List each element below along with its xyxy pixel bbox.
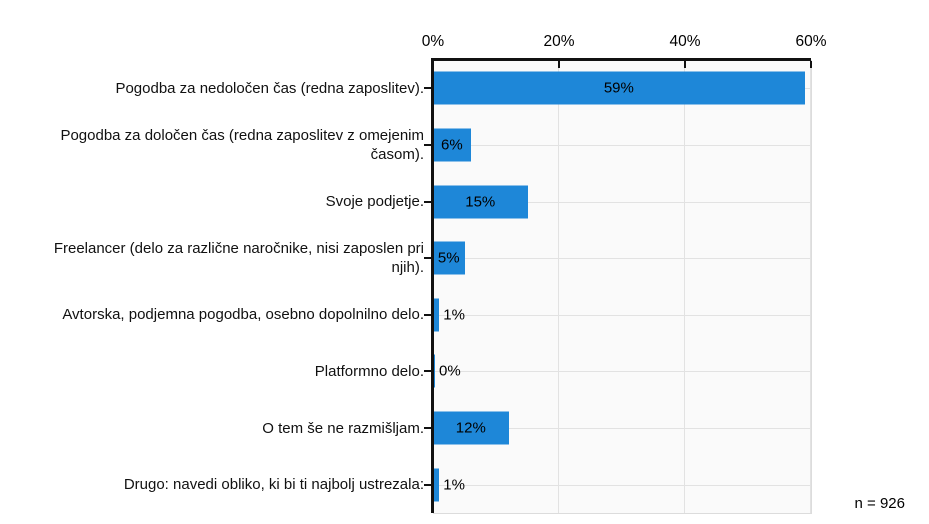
y-axis-tick [424,313,431,316]
sample-size-note: n = 926 [854,495,905,512]
bar [433,298,440,332]
bar [433,468,440,502]
bar-row: 1% [433,287,811,344]
gridline-horizontal [433,144,811,146]
y-axis-line [431,58,434,513]
gridline-horizontal [433,258,811,260]
bar-value-label: 0% [439,362,461,380]
gridline-horizontal [433,484,811,486]
x-axis-tick-label: 40% [669,33,701,50]
y-axis-tick [424,143,431,146]
category-label: Drugo: navedi obliko, ki bi ti najbolj u… [123,476,424,494]
gridline-vertical [558,60,559,513]
bar-row: 1% [433,456,811,513]
x-axis-tick [810,61,812,68]
category-label: Freelancer (delo za različne naročnike, … [53,240,424,277]
plot-area: 59% 6% 15% 5% 1% 0% 12% 1% [433,60,812,514]
bar-row: 6% [433,117,811,174]
bar-value-label: 6% [441,136,463,154]
gridline-horizontal [433,201,811,203]
x-axis-tick [558,61,560,68]
bar-value-label: 15% [465,193,496,211]
bar [433,354,435,388]
y-axis-tick [424,257,431,260]
x-axis-tick [432,61,434,68]
category-label: Pogodba za določen čas (redna zaposlitev… [60,126,424,163]
bar-value-label: 12% [455,419,486,437]
y-axis-tick [424,200,431,203]
bar: 59% [433,71,805,105]
gridline-horizontal [433,428,811,430]
gridline-vertical [684,60,685,513]
x-axis-tick [684,61,686,68]
x-axis-tick-label: 20% [543,33,575,50]
y-axis-tick [424,87,431,90]
gridline-horizontal [433,314,811,316]
category-label: Avtorska, podjemna pogodba, osebno dopol… [62,306,424,324]
category-label: O tem še ne razmišljam. [262,419,424,437]
y-axis-tick [424,427,431,430]
category-label: Platformno delo. [314,362,424,380]
bar-value-label: 59% [603,79,634,97]
category-label: Pogodba za nedoločen čas (redna zaposlit… [115,79,424,97]
bar-value-label: 1% [443,306,465,324]
y-axis-tick [424,483,431,486]
bar-row: 5% [433,230,811,287]
bar-row: 12% [433,400,811,457]
x-axis-tick-label: 0% [421,33,445,50]
bar: 6% [433,128,471,162]
bar-row: 59% [433,60,811,117]
bar: 12% [433,411,509,445]
bar-row: 0% [433,343,811,400]
gridline-vertical [810,60,811,513]
gridline-horizontal [433,371,811,373]
bar-value-label: 5% [437,249,460,267]
x-axis-line [431,58,811,61]
bar-value-label: 1% [443,476,465,494]
category-label: Svoje podjetje. [325,193,424,211]
y-axis-tick [424,370,431,373]
bar: 5% [433,241,465,275]
bar: 15% [433,185,528,219]
x-axis-tick-label: 60% [795,33,827,50]
bar-row: 15% [433,173,811,230]
